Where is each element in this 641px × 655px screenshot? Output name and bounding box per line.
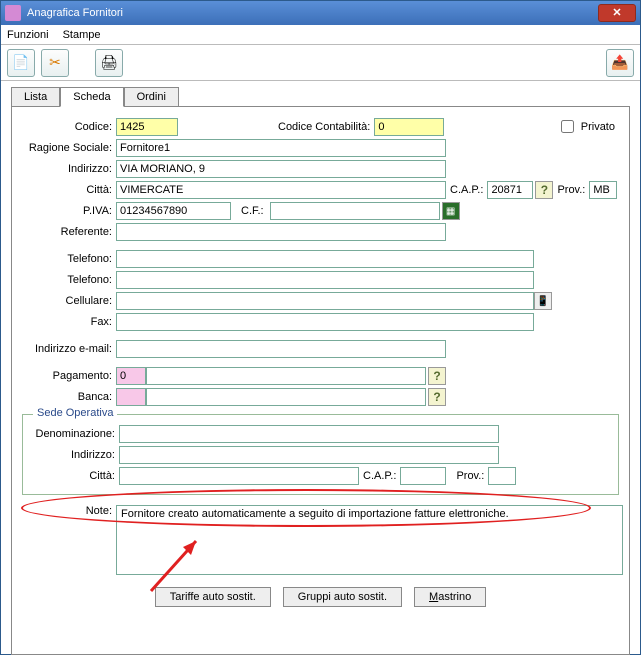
banca-help-button[interactable]: ?: [428, 388, 446, 406]
sede-prov-input[interactable]: [488, 467, 516, 485]
sede-citta-input[interactable]: [119, 467, 359, 485]
menubar: Funzioni Stampe: [1, 25, 640, 45]
telefono1-input[interactable]: [116, 250, 534, 268]
exit-button[interactable]: 📤: [606, 49, 634, 77]
label-piva: P.IVA:: [18, 205, 116, 217]
codice-input[interactable]: [116, 118, 178, 136]
cf-input[interactable]: [270, 202, 440, 220]
new-button[interactable]: 📄: [7, 49, 35, 77]
cellulare-input[interactable]: [116, 292, 534, 310]
indirizzo-input[interactable]: [116, 160, 446, 178]
pagamento-code-input[interactable]: [116, 367, 146, 385]
sede-legend: Sede Operativa: [33, 407, 117, 419]
note-textarea[interactable]: Fornitore creato automaticamente a segui…: [116, 505, 623, 575]
sms-button[interactable]: 📱: [534, 292, 552, 310]
label-email: Indirizzo e-mail:: [18, 343, 116, 355]
ragsoc-input[interactable]: [116, 139, 446, 157]
close-button[interactable]: ✕: [598, 4, 636, 22]
window: Anagrafica Fornitori ✕ Funzioni Stampe 📄…: [0, 0, 641, 655]
banca-desc-input[interactable]: [146, 388, 426, 406]
label-referente: Referente:: [18, 226, 116, 238]
label-privato: Privato: [581, 121, 615, 133]
sede-ind-input[interactable]: [119, 446, 499, 464]
label-cellulare: Cellulare:: [18, 295, 116, 307]
pagamento-desc-input[interactable]: [146, 367, 426, 385]
label-codice: Codice:: [18, 121, 116, 133]
piva-input[interactable]: [116, 202, 231, 220]
menu-funzioni[interactable]: Funzioni: [7, 29, 49, 41]
toolbar: 📄 ✂ 🖨 📤: [1, 45, 640, 81]
sede-denom-input[interactable]: [119, 425, 499, 443]
fax-input[interactable]: [116, 313, 534, 331]
titlebar: Anagrafica Fornitori ✕: [1, 1, 640, 25]
label-sede-cap: C.A.P.:: [359, 470, 400, 482]
cut-button[interactable]: ✂: [41, 49, 69, 77]
cf-lookup-button[interactable]: ▦: [442, 202, 460, 220]
print-button[interactable]: 🖨: [95, 49, 123, 77]
label-sede-citta: Città:: [29, 470, 119, 482]
label-codcont: Codice Contabilità:: [278, 121, 374, 133]
menu-stampe[interactable]: Stampe: [63, 29, 101, 41]
label-cf: C.F.:: [231, 205, 270, 217]
codcont-input[interactable]: [374, 118, 444, 136]
label-sede-denom: Denominazione:: [29, 428, 119, 440]
tab-lista[interactable]: Lista: [11, 87, 60, 107]
label-note: Note:: [18, 505, 116, 517]
tariffe-button[interactable]: Tariffe auto sostit.: [155, 587, 271, 607]
email-input[interactable]: [116, 340, 446, 358]
gruppi-button[interactable]: Gruppi auto sostit.: [283, 587, 402, 607]
tabrow: Lista Scheda Ordini: [1, 81, 640, 107]
label-pagamento: Pagamento:: [18, 370, 116, 382]
banca-code-input[interactable]: [116, 388, 146, 406]
label-fax: Fax:: [18, 316, 116, 328]
label-telefono2: Telefono:: [18, 274, 116, 286]
privato-check-input[interactable]: [561, 120, 574, 133]
sede-operativa-group: Sede Operativa Denominazione: Indirizzo:…: [22, 414, 619, 495]
citta-input[interactable]: [116, 181, 446, 199]
window-title: Anagrafica Fornitori: [27, 7, 598, 19]
note-text: Fornitore creato automaticamente a segui…: [121, 508, 509, 520]
tab-content: Codice: Codice Contabilità: Privato Ragi…: [11, 106, 630, 655]
referente-input[interactable]: [116, 223, 446, 241]
label-cap: C.A.P.:: [446, 184, 487, 196]
sede-cap-input[interactable]: [400, 467, 446, 485]
label-prov: Prov.:: [553, 184, 589, 196]
label-ragsoc: Ragione Sociale:: [18, 142, 116, 154]
prov-input[interactable]: [589, 181, 617, 199]
telefono2-input[interactable]: [116, 271, 534, 289]
label-sede-prov: Prov.:: [446, 470, 488, 482]
label-telefono1: Telefono:: [18, 253, 116, 265]
mastrino-button[interactable]: Mastrino: [414, 587, 486, 607]
cap-input[interactable]: [487, 181, 533, 199]
tab-ordini[interactable]: Ordini: [124, 87, 179, 107]
label-banca: Banca:: [18, 391, 116, 403]
label-citta: Città:: [18, 184, 116, 196]
button-row: Tariffe auto sostit. Gruppi auto sostit.…: [18, 587, 623, 607]
cap-help-button[interactable]: ?: [535, 181, 553, 199]
tab-scheda[interactable]: Scheda: [60, 87, 123, 107]
label-indirizzo: Indirizzo:: [18, 163, 116, 175]
app-icon: [5, 5, 21, 21]
privato-checkbox[interactable]: Privato: [557, 117, 615, 136]
pagamento-help-button[interactable]: ?: [428, 367, 446, 385]
label-sede-ind: Indirizzo:: [29, 449, 119, 461]
